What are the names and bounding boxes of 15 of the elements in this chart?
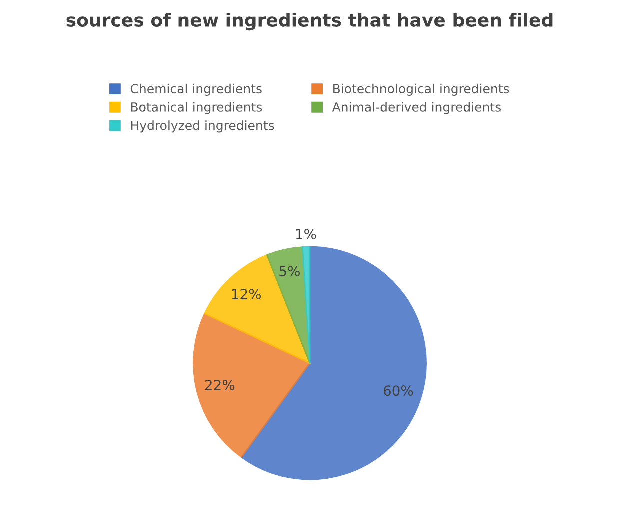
pie-slice <box>302 246 311 364</box>
legend-label: Botanical ingredients <box>131 102 262 114</box>
chart-title: sources of new ingredients that have been filed <box>66 12 553 31</box>
data-label: 60% <box>384 386 414 396</box>
data-label: 5% <box>280 266 300 277</box>
data-label: 12% <box>232 289 261 300</box>
data-label: 22% <box>206 380 235 390</box>
pie-slice <box>204 254 311 364</box>
legend-label: Animal-derived ingredients <box>332 102 502 114</box>
legend-label: Biotechnological ingredients <box>334 84 510 96</box>
legend-label: Chemical ingredients <box>130 84 262 96</box>
pie-slice <box>266 246 311 364</box>
legend-label: Hydrolyzed ingredients <box>131 120 274 133</box>
data-label: 1% <box>296 229 316 240</box>
pie-slice <box>193 313 311 458</box>
